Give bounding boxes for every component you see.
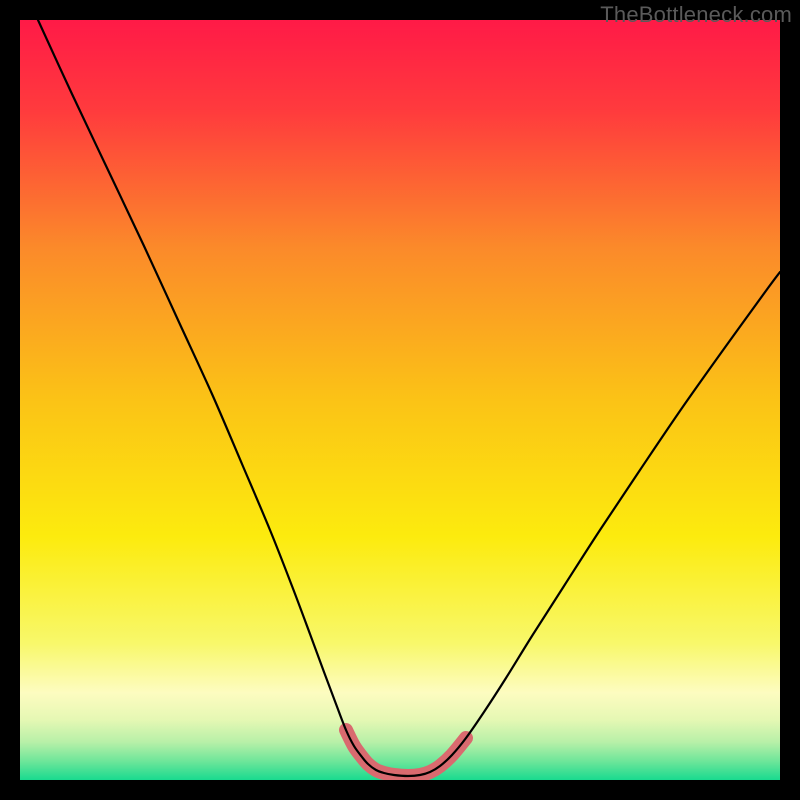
gradient-background	[20, 20, 780, 780]
watermark-text: TheBottleneck.com	[600, 2, 792, 28]
chart-frame: TheBottleneck.com	[0, 0, 800, 800]
bottleneck-chart	[20, 20, 780, 780]
plot-area	[20, 20, 780, 780]
